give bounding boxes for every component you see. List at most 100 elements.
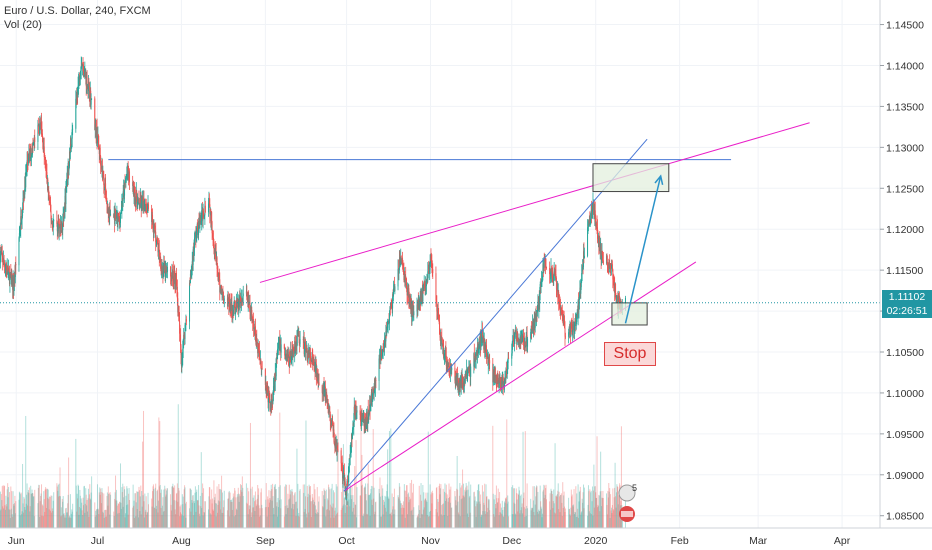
volume-bar [328,484,330,528]
candle-body [447,365,449,368]
target-arrow[interactable] [624,175,662,324]
stop-label[interactable]: Stop [604,342,656,366]
volume-bar [366,514,368,528]
event-icons[interactable]: 5 [618,483,637,522]
blue-trendline[interactable] [343,138,648,492]
candle-body [327,399,329,409]
volume-bar [580,514,582,528]
volume-bar [513,502,515,528]
volume-bar [196,499,198,528]
magenta-trendline[interactable] [259,122,810,283]
price-scale[interactable]: 1.145001.140001.135001.130001.125001.120… [880,20,924,523]
candle-body [481,336,483,338]
volume-bar [329,489,331,528]
volume-bar [88,516,90,528]
volume-bar [64,508,66,528]
volume-bar [450,507,452,528]
volume-bar [278,486,280,528]
volume-bar [457,489,459,528]
candle-body [356,410,358,413]
volume-bar [179,506,181,528]
target-box[interactable] [592,163,670,193]
candle-body [427,269,429,272]
candle-body [13,283,15,291]
candle-body [406,285,408,289]
candle-body [381,358,383,359]
volume-bar [542,489,544,528]
entry-box[interactable] [611,302,648,326]
volume-bar [286,505,288,528]
volume-bar [397,497,399,528]
volume-bar [463,497,465,528]
candle-body [32,143,34,146]
volume-bar [607,490,609,528]
volume-bar [385,496,387,528]
volume-bar [569,514,571,528]
volume-bar [428,515,430,528]
volume-bar [47,497,49,528]
volume-bar [61,498,63,528]
volume-bar [23,498,25,528]
candle-body [612,269,614,280]
volume-bar [374,514,376,528]
candle-body [293,349,295,352]
candle-body [390,302,392,308]
candle-body [424,281,426,290]
magenta-trendline[interactable] [343,261,697,492]
candle-body [341,465,343,472]
volume-bar [6,489,8,528]
volume-bar [240,485,242,528]
volume-bar [332,490,334,528]
volume-bar [388,498,390,528]
volume-bar [276,506,278,528]
volume-bar [227,498,229,528]
economic-event-icon[interactable] [618,484,636,502]
drawings[interactable] [108,122,810,492]
candle-body [198,220,200,222]
volume-bar [100,488,102,528]
volume-bar [277,507,279,528]
volume-bar [473,492,475,528]
volume-bar [352,495,354,528]
candle-body [349,458,351,460]
candle-body [124,181,126,183]
volume-bar [438,485,440,528]
volume-bar [497,501,499,528]
candle-body [342,473,344,477]
volume-bar [564,508,566,528]
volume-bar [231,501,233,528]
symbol-title[interactable]: Euro / U.S. Dollar, 240, FXCM [4,5,151,17]
candle-body [9,275,11,285]
candle-body [542,264,544,277]
candle-body [208,200,210,205]
volume-bar [242,487,244,528]
candle-body [606,261,608,266]
volume-bar [213,500,215,528]
candle-body [77,85,79,98]
candle-body [438,320,440,322]
volume-bar [335,515,337,528]
volume-bar [592,515,594,528]
volume-indicator-title[interactable]: Vol (20) [4,19,42,31]
volume-bar [147,504,149,528]
candle-body [475,353,477,360]
candle-body [576,318,578,322]
volume-bar [513,488,515,528]
candle-body [347,474,349,482]
candle-body [394,286,396,292]
candle-body [550,273,552,277]
candle-body [311,356,313,362]
volume-bar [170,510,172,528]
time-scale[interactable]: Jun Jul Aug Sep Oct Nov Dec 2020 Feb Mar Apr [8,535,851,547]
volume-bar [425,498,427,528]
volume-bar [474,496,476,528]
volume-bar [58,483,60,528]
volume-bar [71,511,73,528]
volume-bar [521,503,523,528]
candle-body [283,344,285,349]
volume-bar [582,502,584,528]
candle-body [389,307,391,314]
volume-bar [399,486,401,528]
volume-bar [267,496,269,528]
